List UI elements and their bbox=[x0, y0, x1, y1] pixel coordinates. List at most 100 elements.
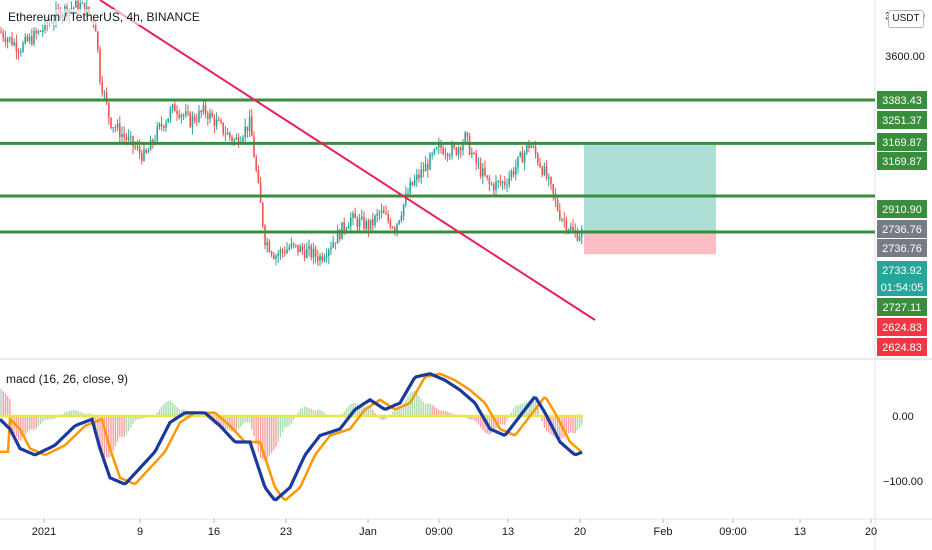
candle-body bbox=[17, 51, 20, 53]
macd-histogram-bar bbox=[350, 404, 352, 416]
candle-body bbox=[493, 184, 495, 191]
macd-histogram-bar bbox=[442, 410, 444, 416]
macd-histogram-bar bbox=[510, 412, 513, 416]
macd-histogram-bar bbox=[396, 409, 398, 416]
macd-histogram-bar bbox=[237, 416, 240, 429]
macd-histogram-bar bbox=[174, 404, 176, 416]
macd-histogram-bar bbox=[277, 416, 279, 442]
candle-body bbox=[35, 31, 37, 34]
candle-body bbox=[398, 220, 400, 224]
candle-body bbox=[380, 210, 383, 213]
downtrend-line bbox=[99, 0, 596, 321]
candle-body bbox=[572, 226, 574, 231]
candle-body bbox=[457, 147, 460, 155]
candle-body bbox=[556, 199, 559, 211]
macd-histogram-bar bbox=[31, 416, 33, 430]
macd-histogram-bar bbox=[66, 411, 68, 416]
candle-body bbox=[361, 216, 363, 219]
macd-histogram-bar bbox=[134, 416, 136, 421]
macd-histogram-bar bbox=[484, 416, 486, 433]
macd-histogram-bar bbox=[246, 416, 249, 423]
price-tag-label: 2727.11 bbox=[883, 302, 922, 314]
macd-histogram-bar bbox=[259, 416, 262, 458]
macd-histogram-bar bbox=[81, 412, 84, 416]
macd-histogram-bar bbox=[433, 406, 436, 416]
candle-body bbox=[407, 193, 409, 195]
macd-histogram-bar bbox=[275, 416, 277, 447]
candle-body bbox=[75, 0, 77, 8]
macd-histogram-bar bbox=[519, 404, 521, 416]
macd-histogram-bar bbox=[497, 416, 499, 427]
candle-body bbox=[484, 168, 486, 176]
candle-body bbox=[532, 145, 535, 147]
candle-body bbox=[396, 223, 398, 232]
macd-histogram-bar bbox=[114, 416, 117, 447]
target-zone bbox=[584, 143, 716, 232]
candle-body bbox=[578, 236, 581, 241]
candle-body bbox=[418, 174, 420, 178]
candle-body bbox=[471, 152, 473, 155]
time-axis-label: 23 bbox=[280, 526, 292, 538]
macd-histogram-bar bbox=[127, 416, 130, 432]
macd-histogram-bar bbox=[380, 416, 383, 420]
candle-body bbox=[376, 213, 378, 216]
candle-body bbox=[442, 148, 444, 155]
macd-histogram-bar bbox=[171, 402, 174, 416]
macd-histogram-bar bbox=[125, 416, 128, 435]
macd-histogram-bar bbox=[361, 405, 363, 416]
macd-histogram-bar bbox=[92, 416, 95, 420]
macd-histogram-bar bbox=[372, 409, 374, 416]
candle-body bbox=[449, 155, 451, 157]
candle-body bbox=[105, 92, 108, 103]
macd-histogram-bar bbox=[563, 416, 565, 437]
macd-histogram-bar bbox=[378, 416, 381, 419]
candle-body bbox=[473, 152, 475, 154]
candle-body bbox=[431, 153, 433, 155]
candle-body bbox=[15, 42, 18, 52]
candle-body bbox=[143, 149, 145, 161]
macd-histogram-bar bbox=[468, 416, 471, 420]
symbol-title[interactable]: Ethereum / TetherUS, 4h, BINANCE bbox=[6, 9, 202, 25]
candle-body bbox=[273, 254, 275, 259]
candle-body bbox=[226, 132, 229, 135]
macd-histogram-bar bbox=[108, 416, 110, 458]
candle-body bbox=[314, 248, 317, 257]
macd-histogram-bar bbox=[299, 408, 301, 416]
candle-body bbox=[559, 210, 561, 220]
candle-body bbox=[270, 251, 273, 255]
price-tag bbox=[877, 220, 927, 238]
macd-histogram-bar bbox=[101, 416, 103, 458]
macd-histogram-bar bbox=[68, 411, 70, 416]
macd-histogram-bar bbox=[490, 416, 493, 434]
candle-body bbox=[433, 149, 436, 154]
macd-histogram-bar bbox=[449, 412, 451, 416]
macd-histogram-bar bbox=[545, 416, 548, 432]
macd-histogram-bar bbox=[402, 403, 405, 416]
candle-body bbox=[158, 123, 161, 127]
macd-indicator-label[interactable]: macd (16, 26, close, 9) bbox=[6, 372, 129, 386]
currency-button[interactable]: USDT bbox=[888, 10, 924, 28]
candle-body bbox=[147, 150, 150, 153]
macd-histogram-bar bbox=[220, 416, 222, 427]
candle-body bbox=[136, 146, 139, 148]
candle-body bbox=[548, 177, 550, 179]
candle-body bbox=[264, 225, 266, 246]
macd-histogram-bar bbox=[499, 416, 502, 425]
price-tag bbox=[877, 298, 927, 316]
macd-histogram-bar bbox=[369, 406, 372, 416]
macd-histogram-bar bbox=[231, 416, 233, 432]
candle-body bbox=[132, 136, 134, 147]
candle-body bbox=[486, 175, 488, 178]
macd-histogram-bar bbox=[383, 416, 385, 421]
candle-body bbox=[295, 244, 297, 246]
candle-body bbox=[191, 116, 194, 127]
macd-histogram-bar bbox=[156, 412, 158, 416]
candle-body bbox=[244, 126, 246, 138]
macd-histogram-bar bbox=[222, 416, 224, 428]
candle-body bbox=[567, 229, 570, 231]
candle-body bbox=[189, 112, 191, 127]
candle-body bbox=[101, 81, 103, 94]
macd-histogram-bar bbox=[413, 390, 416, 416]
candle-body bbox=[526, 144, 528, 153]
